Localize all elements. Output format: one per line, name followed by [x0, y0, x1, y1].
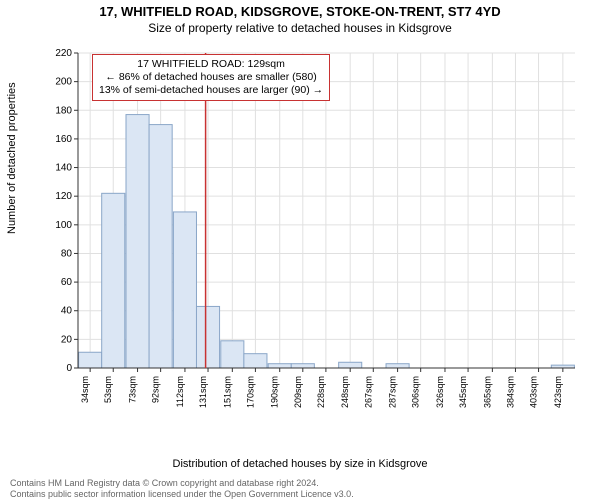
svg-text:267sqm: 267sqm	[363, 376, 373, 408]
page-title-line1: 17, WHITFIELD ROAD, KIDSGROVE, STOKE-ON-…	[0, 4, 600, 19]
svg-text:326sqm: 326sqm	[435, 376, 445, 408]
svg-text:190sqm: 190sqm	[270, 376, 280, 408]
footer-line2: Contains public sector information licen…	[10, 489, 590, 500]
annotation-box: 17 WHITFIELD ROAD: 129sqm ← 86% of detac…	[92, 54, 330, 101]
x-axis-label: Distribution of detached houses by size …	[0, 458, 600, 470]
svg-text:92sqm: 92sqm	[151, 376, 161, 403]
svg-text:209sqm: 209sqm	[293, 376, 303, 408]
svg-text:100: 100	[55, 220, 72, 231]
svg-text:80: 80	[61, 248, 73, 259]
svg-text:306sqm: 306sqm	[411, 376, 421, 408]
svg-text:423sqm: 423sqm	[553, 376, 563, 408]
chart-area: 0 20 40 60 80 100 120 140 160 180 200 220 34sqm 53sqm…	[50, 48, 580, 418]
page-title-line2: Size of property relative to detached ho…	[0, 21, 600, 35]
svg-text:53sqm: 53sqm	[103, 376, 113, 403]
svg-text:112sqm: 112sqm	[175, 376, 185, 407]
svg-text:73sqm: 73sqm	[128, 376, 138, 403]
svg-text:140: 140	[55, 163, 72, 174]
svg-text:0: 0	[66, 363, 72, 374]
y-axis-label: Number of detached properties	[6, 82, 18, 234]
svg-text:40: 40	[61, 306, 73, 317]
annotation-line2: ← 86% of detached houses are smaller (58…	[99, 71, 323, 84]
svg-text:345sqm: 345sqm	[458, 376, 468, 408]
svg-text:287sqm: 287sqm	[388, 376, 398, 408]
svg-text:60: 60	[61, 277, 73, 288]
svg-text:131sqm: 131sqm	[198, 376, 208, 408]
svg-text:403sqm: 403sqm	[529, 376, 539, 408]
footer-line1: Contains HM Land Registry data © Crown c…	[10, 478, 590, 489]
svg-text:220: 220	[55, 48, 72, 59]
svg-text:228sqm: 228sqm	[316, 376, 326, 408]
svg-text:120: 120	[55, 191, 72, 202]
svg-text:180: 180	[55, 105, 72, 116]
histogram-plot: 0 20 40 60 80 100 120 140 160 180 200 220 34sqm 53sqm…	[50, 48, 580, 418]
annotation-line1: 17 WHITFIELD ROAD: 129sqm	[99, 58, 323, 71]
svg-text:151sqm: 151sqm	[222, 376, 232, 408]
svg-text:248sqm: 248sqm	[340, 376, 350, 408]
svg-text:20: 20	[61, 334, 73, 345]
annotation-line3: 13% of semi-detached houses are larger (…	[99, 84, 323, 97]
footer-attribution: Contains HM Land Registry data © Crown c…	[10, 478, 590, 500]
svg-text:365sqm: 365sqm	[482, 376, 492, 408]
svg-text:34sqm: 34sqm	[80, 376, 90, 403]
svg-text:200: 200	[55, 77, 72, 88]
svg-text:160: 160	[55, 134, 72, 145]
svg-text:384sqm: 384sqm	[505, 376, 515, 408]
svg-text:170sqm: 170sqm	[245, 376, 255, 408]
